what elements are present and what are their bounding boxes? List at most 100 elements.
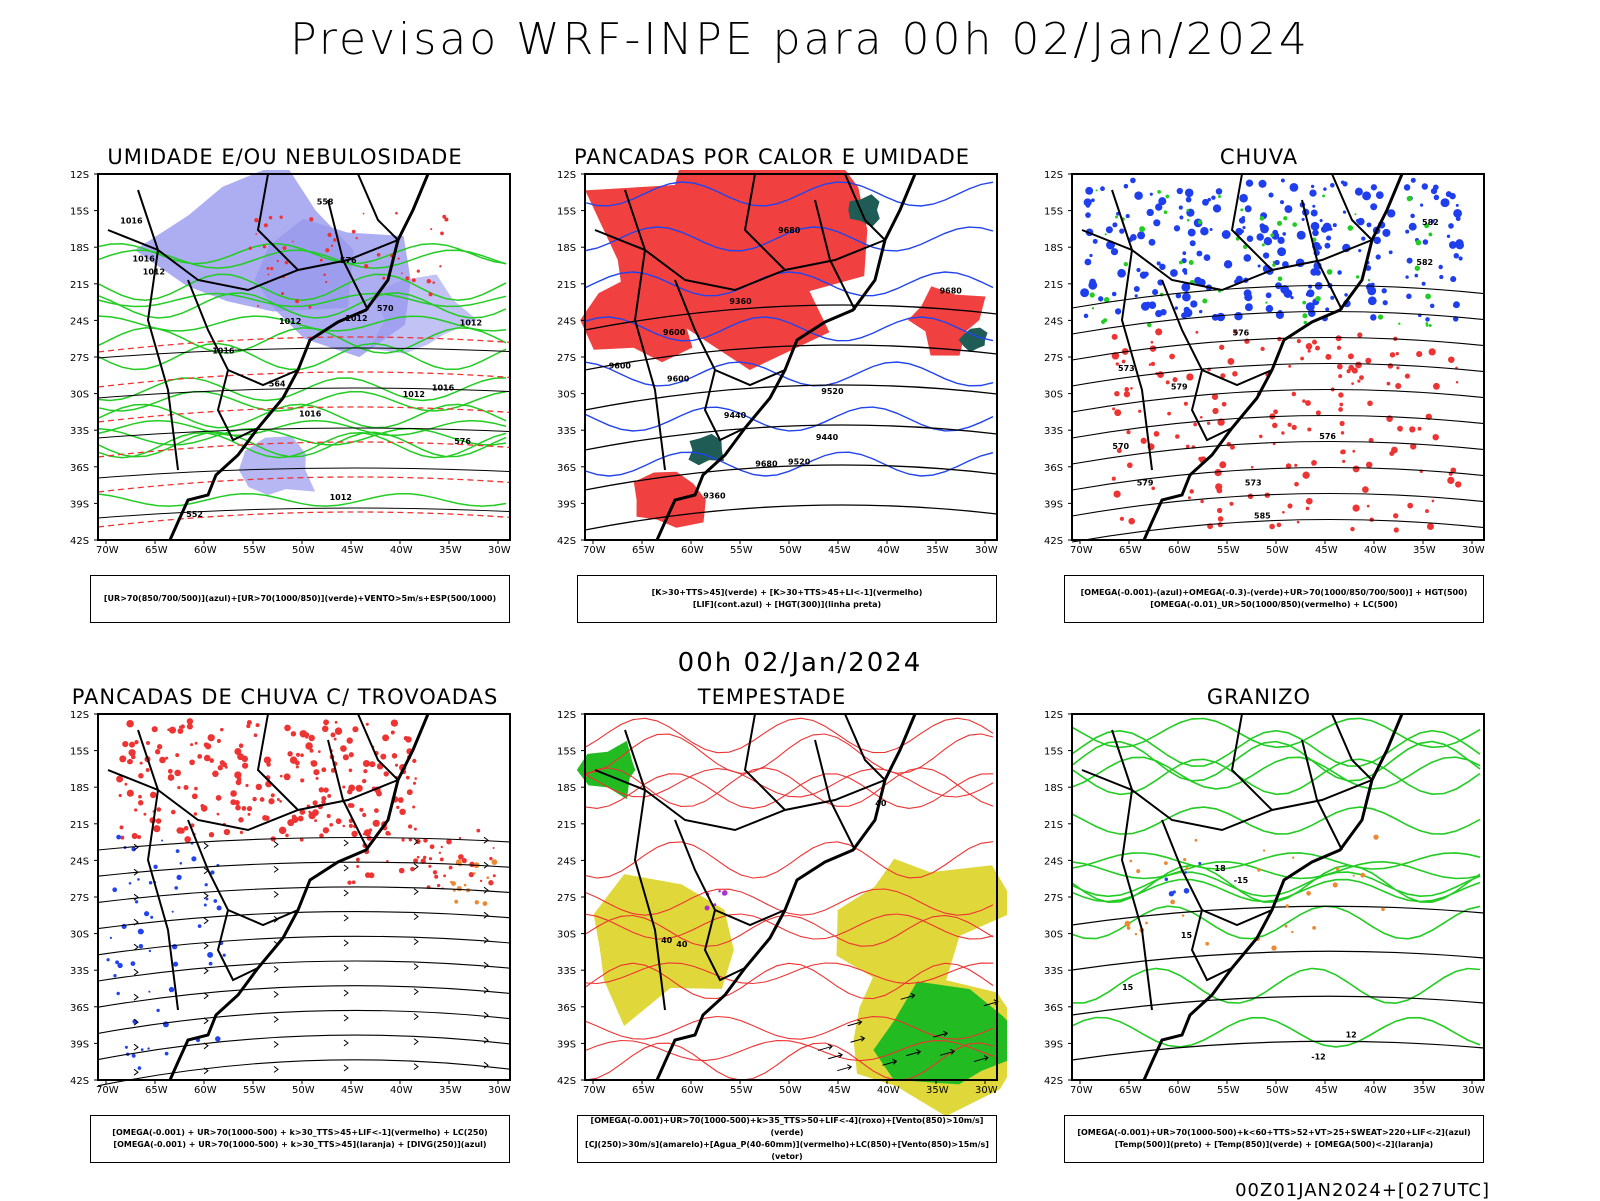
storm-speckle-red: [128, 749, 136, 757]
temp850-contour: [1071, 729, 1481, 767]
streamline-arrow: [483, 986, 489, 994]
divergence-speckle-blue: [213, 899, 218, 903]
storm-speckle-red: [340, 745, 347, 752]
storm-speckle-red: [380, 753, 387, 760]
storm-speckle-red: [263, 756, 272, 764]
panel-title: CHUVA: [1219, 145, 1299, 169]
storm-speckle-red: [346, 737, 353, 744]
thickness-contour: [97, 371, 511, 388]
humidity-speckle: [333, 238, 337, 242]
humidity-speckle: [411, 278, 416, 283]
storm-speckle-red: [318, 787, 324, 793]
political-border: [137, 729, 179, 1011]
storm-speckle-red: [255, 723, 260, 728]
humidity-speckle: [376, 252, 381, 257]
humidity-speckle: [444, 217, 449, 222]
rain-speckle-blue: [1337, 270, 1342, 275]
rain-speckle-red: [1151, 486, 1156, 491]
rain-speckle-blue: [1406, 257, 1413, 264]
rain-speckle-red: [1247, 493, 1254, 500]
rain-speckle-green: [1354, 213, 1357, 216]
humidity-speckle: [362, 212, 365, 215]
lat-label: 36S: [557, 1003, 576, 1014]
rain-speckle-red: [1367, 400, 1373, 407]
rain-speckle-red: [1287, 503, 1293, 509]
hail-speckle-orange: [1136, 869, 1141, 874]
storm-speckle-red: [186, 723, 193, 730]
rain-speckle-red: [1214, 468, 1222, 477]
rain-speckle-red: [1140, 437, 1147, 444]
divergence-speckle-blue: [148, 880, 153, 885]
divergence-speckle-blue: [191, 856, 197, 862]
storm-speckle-red: [246, 719, 252, 726]
storm-speckle-red: [230, 790, 237, 797]
rain-speckle-blue: [1445, 191, 1452, 198]
legend-line-1: [OMEGA(-0.001)-(azul)+OMEGA(-0.3)-(verde…: [1080, 588, 1468, 597]
rain-speckle-blue: [1361, 236, 1366, 241]
storm-speckle-red: [329, 822, 334, 827]
panel-title: UMIDADE E/OU NEBULOSIDADE: [107, 145, 463, 169]
instability-area-green: [688, 433, 724, 466]
streamline-arrow: [273, 991, 279, 998]
storm-speckle-orange: [482, 901, 488, 906]
contour-label: 1012: [143, 268, 165, 277]
rain-speckle-blue: [1342, 210, 1347, 214]
divergence-speckle-blue: [113, 974, 117, 978]
rain-speckle-blue: [1410, 177, 1416, 183]
lat-label: 36S: [70, 1003, 89, 1014]
map-layers: -15 15 18 12 15 -12: [1071, 713, 1485, 1081]
wind-vector: [882, 1058, 898, 1066]
storm-speckle-red: [391, 753, 398, 759]
storm-speckle-red: [138, 794, 142, 799]
rain-speckle-red: [1124, 387, 1130, 392]
rain-speckle-blue: [1119, 228, 1125, 234]
rain-speckle-red: [1227, 357, 1235, 365]
rain-speckle-blue: [1455, 240, 1465, 250]
humidity-speckle: [355, 236, 358, 240]
rain-speckle-blue: [1155, 205, 1161, 211]
rain-speckle-red: [1115, 362, 1119, 366]
hail-speckle-orange: [1129, 859, 1133, 863]
hail-speckle-orange: [1373, 834, 1379, 840]
rain-speckle-blue: [1202, 198, 1209, 206]
streamline-250: [97, 935, 511, 956]
rain-speckle-blue: [1173, 225, 1181, 232]
temp500-contour: [1071, 905, 1485, 926]
contour-label: 579: [1171, 383, 1188, 392]
rain-speckle-red: [1455, 380, 1459, 384]
storm-speckle-red: [492, 874, 496, 878]
divergence-speckle-blue: [208, 961, 213, 966]
rain-speckle-blue: [1110, 248, 1119, 256]
contour-label: 1012: [403, 390, 425, 399]
rain-speckle-blue: [1196, 250, 1203, 257]
rain-speckle-blue: [1322, 222, 1332, 232]
rain-speckle-red: [1396, 366, 1400, 370]
storm-speckle-red: [291, 814, 297, 820]
lon-label: 60W: [681, 1085, 704, 1096]
storm-speckle-red: [212, 770, 219, 778]
hail-speckle-orange: [1257, 868, 1261, 872]
contour-green: [97, 242, 507, 265]
rain-speckle-red: [1291, 391, 1297, 397]
rain-speckle-green: [1147, 322, 1152, 328]
rain-speckle-blue: [1243, 254, 1252, 262]
rain-speckle-red: [1126, 462, 1133, 469]
storm-speckle-red: [416, 855, 420, 859]
rain-speckle-blue: [1370, 314, 1377, 321]
wind-vector: [828, 1052, 844, 1060]
storm-speckle-red: [323, 787, 329, 793]
lon-label: 30W: [1462, 1085, 1485, 1096]
political-border: [624, 729, 666, 1011]
storm-speckle-red: [159, 756, 166, 764]
political-border: [743, 713, 786, 811]
water-vapor-contour: [584, 717, 994, 754]
rain-speckle-blue: [1289, 182, 1299, 192]
storm-speckle-red: [383, 771, 389, 777]
streamline-250: [97, 836, 511, 851]
rain-speckle-red: [1338, 392, 1344, 398]
divergence-speckle-blue: [137, 928, 144, 935]
storm-speckle-red: [489, 856, 493, 861]
storm-speckle-red: [139, 761, 143, 765]
hail-speckle-orange: [1181, 914, 1185, 917]
rain-speckle-blue: [1275, 282, 1282, 290]
